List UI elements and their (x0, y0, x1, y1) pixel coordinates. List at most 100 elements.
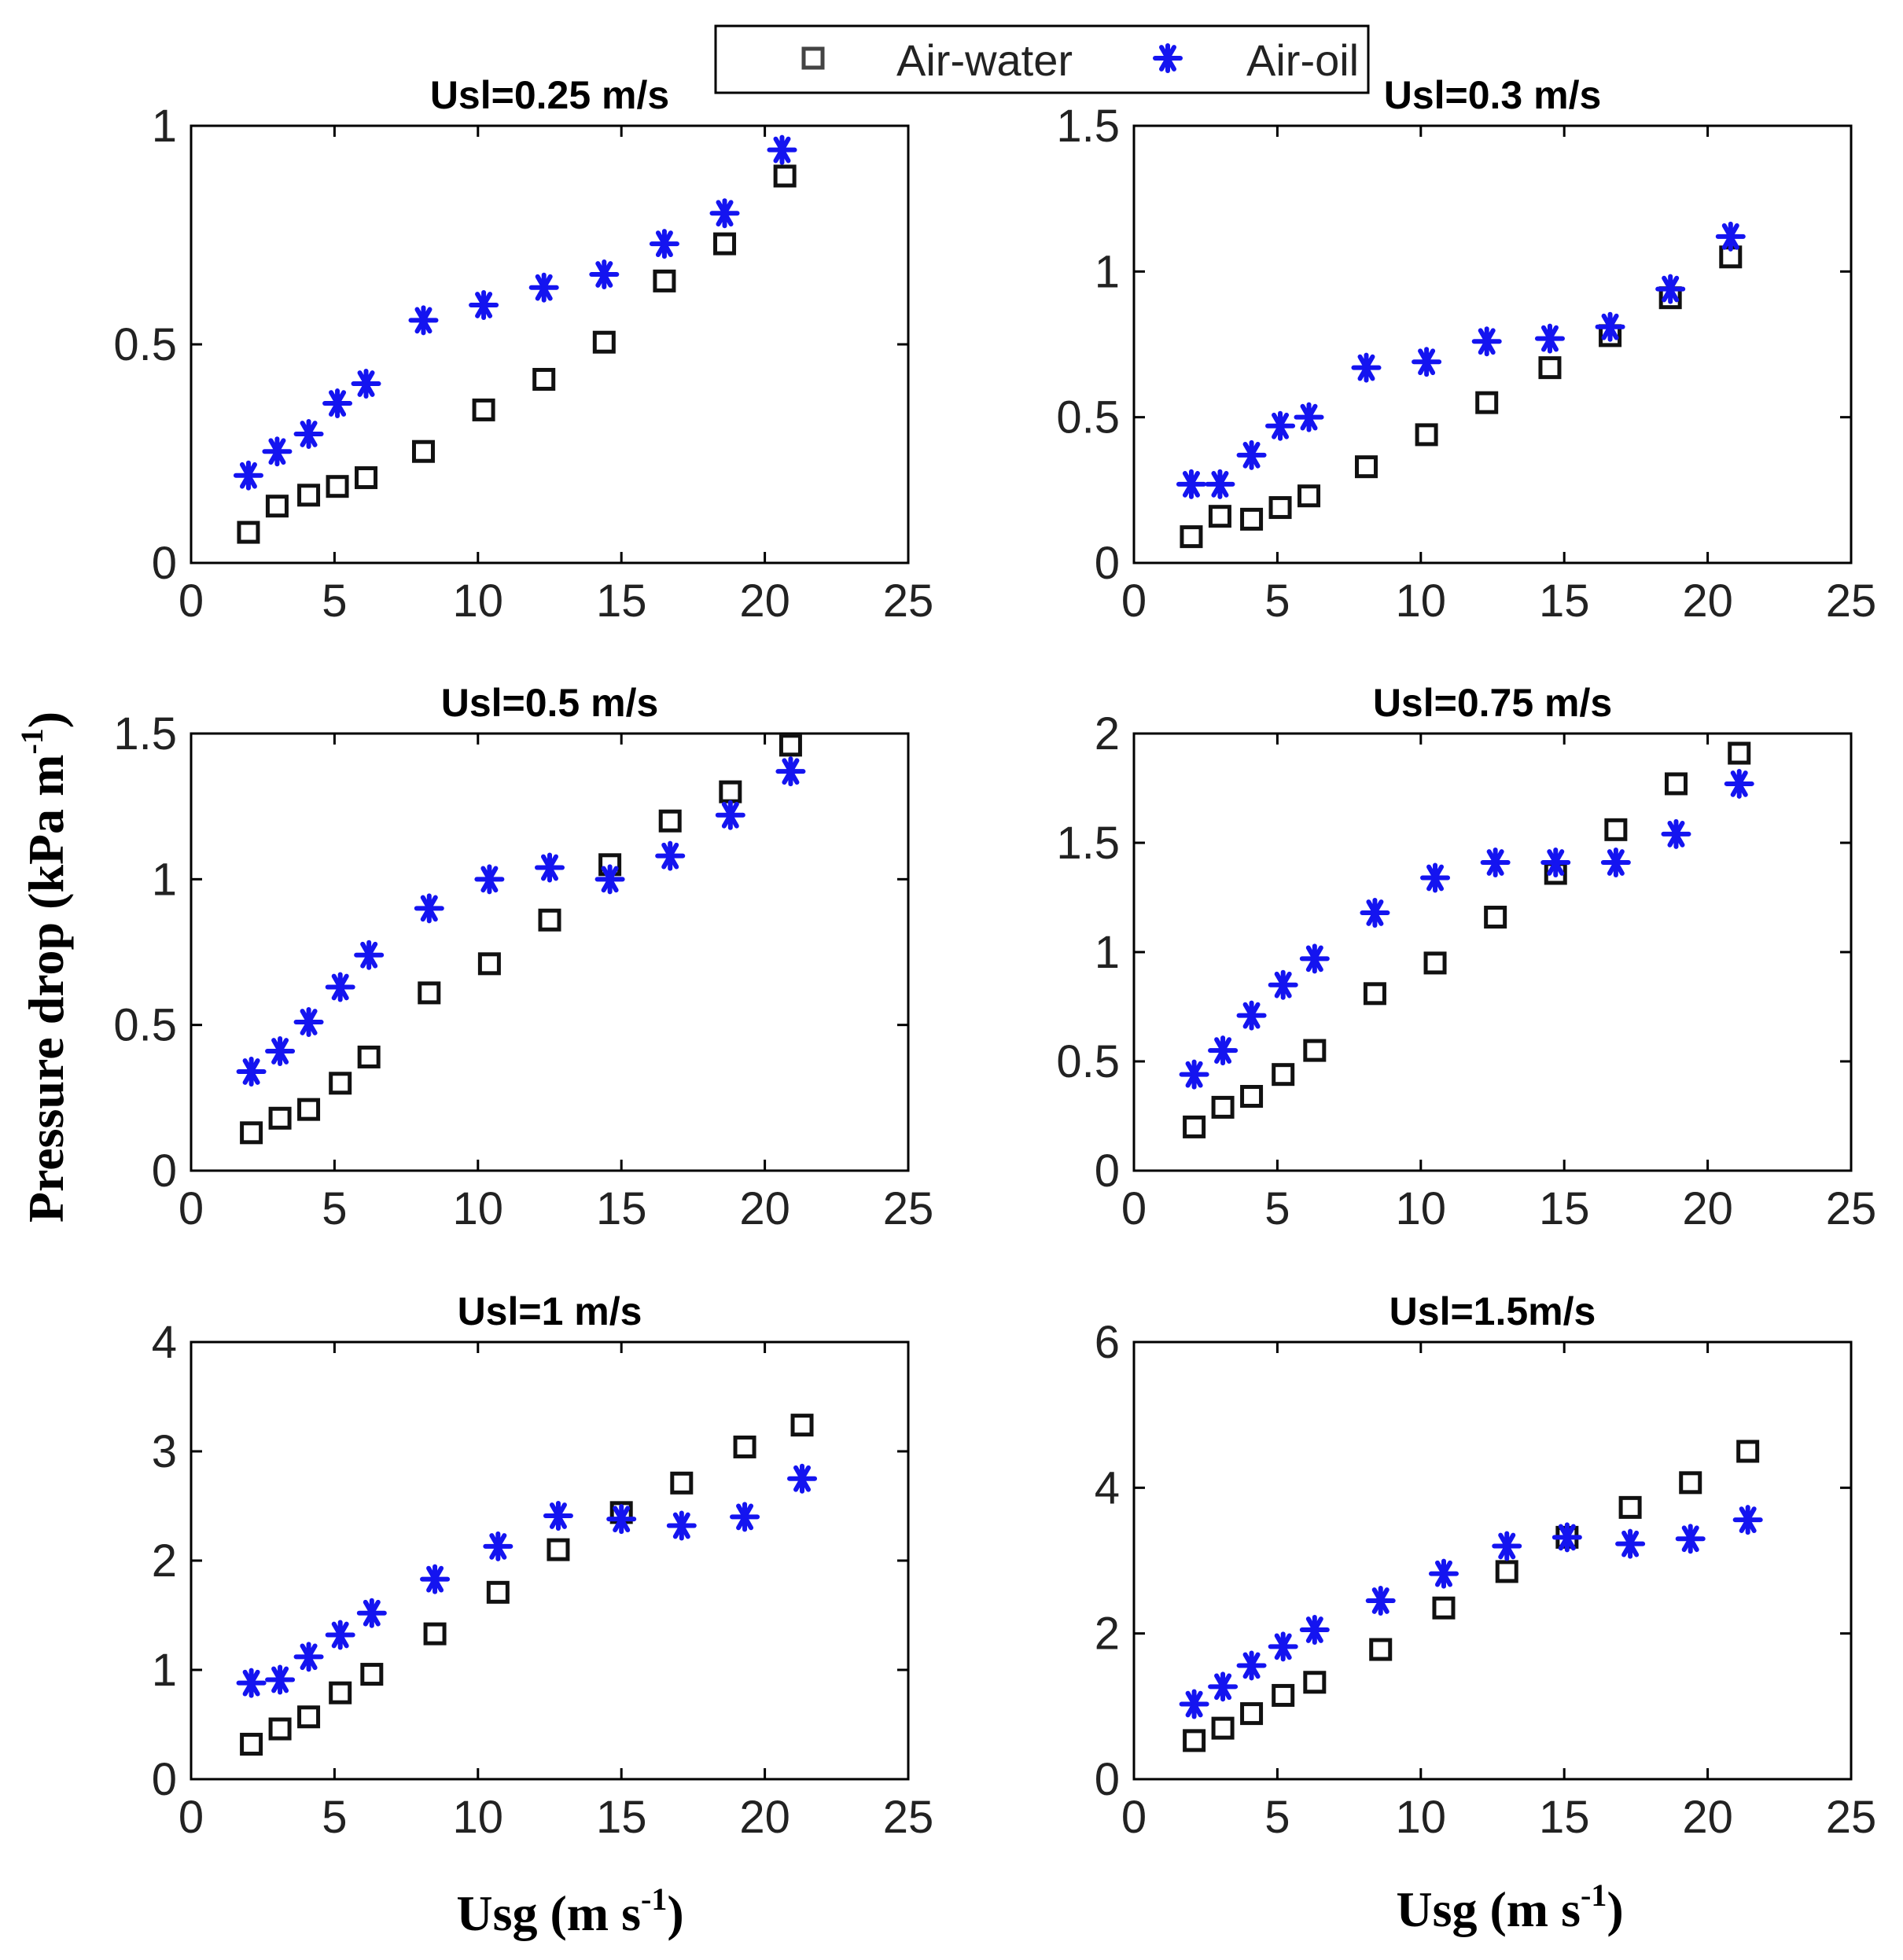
point-air-oil (356, 1598, 387, 1628)
point-air-oil (1615, 1528, 1646, 1559)
y-tick-label: 4 (152, 1317, 177, 1368)
y-tick-label: 0.5 (1056, 392, 1120, 443)
x-tick-label: 10 (453, 575, 504, 627)
point-air-oil (606, 1504, 637, 1535)
point-air-oil (325, 1620, 355, 1650)
legend: Air-water Air-oil (714, 24, 1370, 94)
point-air-oil (709, 198, 740, 229)
point-air-water (1369, 1638, 1393, 1661)
x-axis-title-left-main: Usg (m s (456, 1885, 641, 1941)
point-air-oil (1360, 897, 1390, 928)
x-tick-label: 0 (1121, 575, 1147, 627)
point-air-water (355, 466, 378, 490)
point-air-water (1208, 505, 1231, 528)
plot-frame (190, 732, 910, 1172)
point-air-water (297, 484, 321, 507)
point-air-water (1604, 818, 1628, 841)
point-air-water (477, 952, 501, 976)
point-air-oil (265, 1036, 296, 1067)
y-tick-label: 1 (152, 101, 177, 152)
x-tick-label: 0 (1121, 1183, 1147, 1234)
point-air-oil (775, 756, 806, 787)
point-air-oil (1492, 1531, 1522, 1561)
point-air-water (592, 330, 616, 354)
y-tick-label: 1.5 (1056, 818, 1120, 869)
point-air-water (532, 367, 556, 391)
point-air-water (237, 520, 260, 544)
point-air-water (790, 1414, 814, 1437)
point-air-water (1240, 1702, 1264, 1726)
point-air-oil (1365, 1585, 1396, 1616)
point-air-water (329, 1072, 352, 1095)
point-air-oil (414, 893, 444, 924)
point-air-oil (265, 1664, 296, 1695)
x-tick-label: 10 (1396, 575, 1447, 627)
point-air-oil (1600, 848, 1631, 878)
x-tick-label: 0 (179, 575, 204, 627)
x-axis-title-right-main: Usg (m s (1396, 1881, 1581, 1937)
point-air-water (1538, 356, 1562, 380)
y-tick-label: 0 (152, 538, 177, 589)
y-tick-label: 1 (1095, 927, 1120, 978)
point-air-water (1363, 982, 1386, 1006)
point-air-water (268, 1717, 292, 1741)
point-air-oil (655, 840, 686, 871)
point-air-water (1736, 1440, 1760, 1463)
point-air-oil (1176, 469, 1206, 499)
point-air-oil (474, 864, 505, 895)
point-air-water (1272, 1063, 1295, 1087)
point-air-oil (1299, 943, 1330, 974)
point-air-oil (1675, 1524, 1706, 1554)
point-air-water (1679, 1471, 1702, 1495)
panel-4: Usl=0.75 m/s 0 5 10 15 20 25 0 0.5 1 1.5 2 (1056, 681, 1876, 1234)
panel-1: Usl=0.25 m/s 0 5 10 15 20 25 0 0.5 1 (113, 73, 933, 627)
point-air-water (1183, 1729, 1206, 1752)
point-air-oil (1265, 410, 1296, 441)
point-air-oil (1268, 1631, 1298, 1662)
point-air-water (360, 1663, 384, 1686)
point-air-oil (262, 436, 293, 467)
point-air-water (547, 1538, 570, 1561)
x-axis-title-left-close: ) (667, 1885, 683, 1941)
point-air-water (1240, 1084, 1264, 1108)
x-tick-label: 15 (596, 1183, 647, 1234)
point-air-water (1211, 1716, 1235, 1740)
point-air-oil (666, 1510, 697, 1541)
point-air-water (1268, 496, 1292, 520)
y-tick-label: 0 (152, 1754, 177, 1805)
x-tick-label: 20 (1682, 575, 1733, 627)
point-air-oil (293, 1006, 324, 1037)
point-air-water (1664, 772, 1688, 796)
plot-frame (1132, 1340, 1853, 1781)
y-tick-label: 2 (152, 1535, 177, 1587)
point-air-oil (469, 289, 499, 320)
x-tick-label: 25 (883, 1183, 934, 1234)
point-air-water (538, 908, 561, 932)
point-air-water (653, 269, 676, 292)
x-tick-label: 25 (1826, 1792, 1877, 1843)
point-air-oil (354, 940, 385, 970)
point-air-water (1303, 1671, 1327, 1694)
point-air-oil (1179, 1689, 1209, 1719)
y-axis-title-main: Pressure drop (kPa m (18, 755, 74, 1223)
point-air-oil (236, 1668, 267, 1698)
point-air-oil (1480, 848, 1511, 878)
point-air-water (719, 780, 742, 803)
x-tick-label: 0 (179, 1183, 204, 1234)
point-air-oil (1236, 439, 1267, 470)
point-air-water (297, 1098, 321, 1121)
point-air-water (240, 1121, 263, 1145)
y-tick-label: 2 (1095, 708, 1120, 759)
panel-2: Usl=0.3 m/s 0 5 10 15 20 25 0 0.5 1 1.5 (1056, 73, 1876, 627)
x-tick-label: 25 (1826, 575, 1877, 627)
panel-title: Usl=0.3 m/s (1384, 73, 1602, 117)
panel-3: Usl=0.5 m/s 0 5 10 15 20 25 0 0.5 1 1.5 (113, 681, 933, 1234)
point-air-oil (483, 1531, 513, 1561)
point-air-water (268, 1106, 292, 1130)
point-air-water (1180, 525, 1203, 549)
panel-5: Usl=1 m/s 0 5 10 15 20 25 0 1 2 3 4 (152, 1289, 934, 1843)
point-air-oil (1236, 1000, 1267, 1031)
point-air-water (411, 439, 435, 463)
x-tick-label: 20 (739, 575, 790, 627)
